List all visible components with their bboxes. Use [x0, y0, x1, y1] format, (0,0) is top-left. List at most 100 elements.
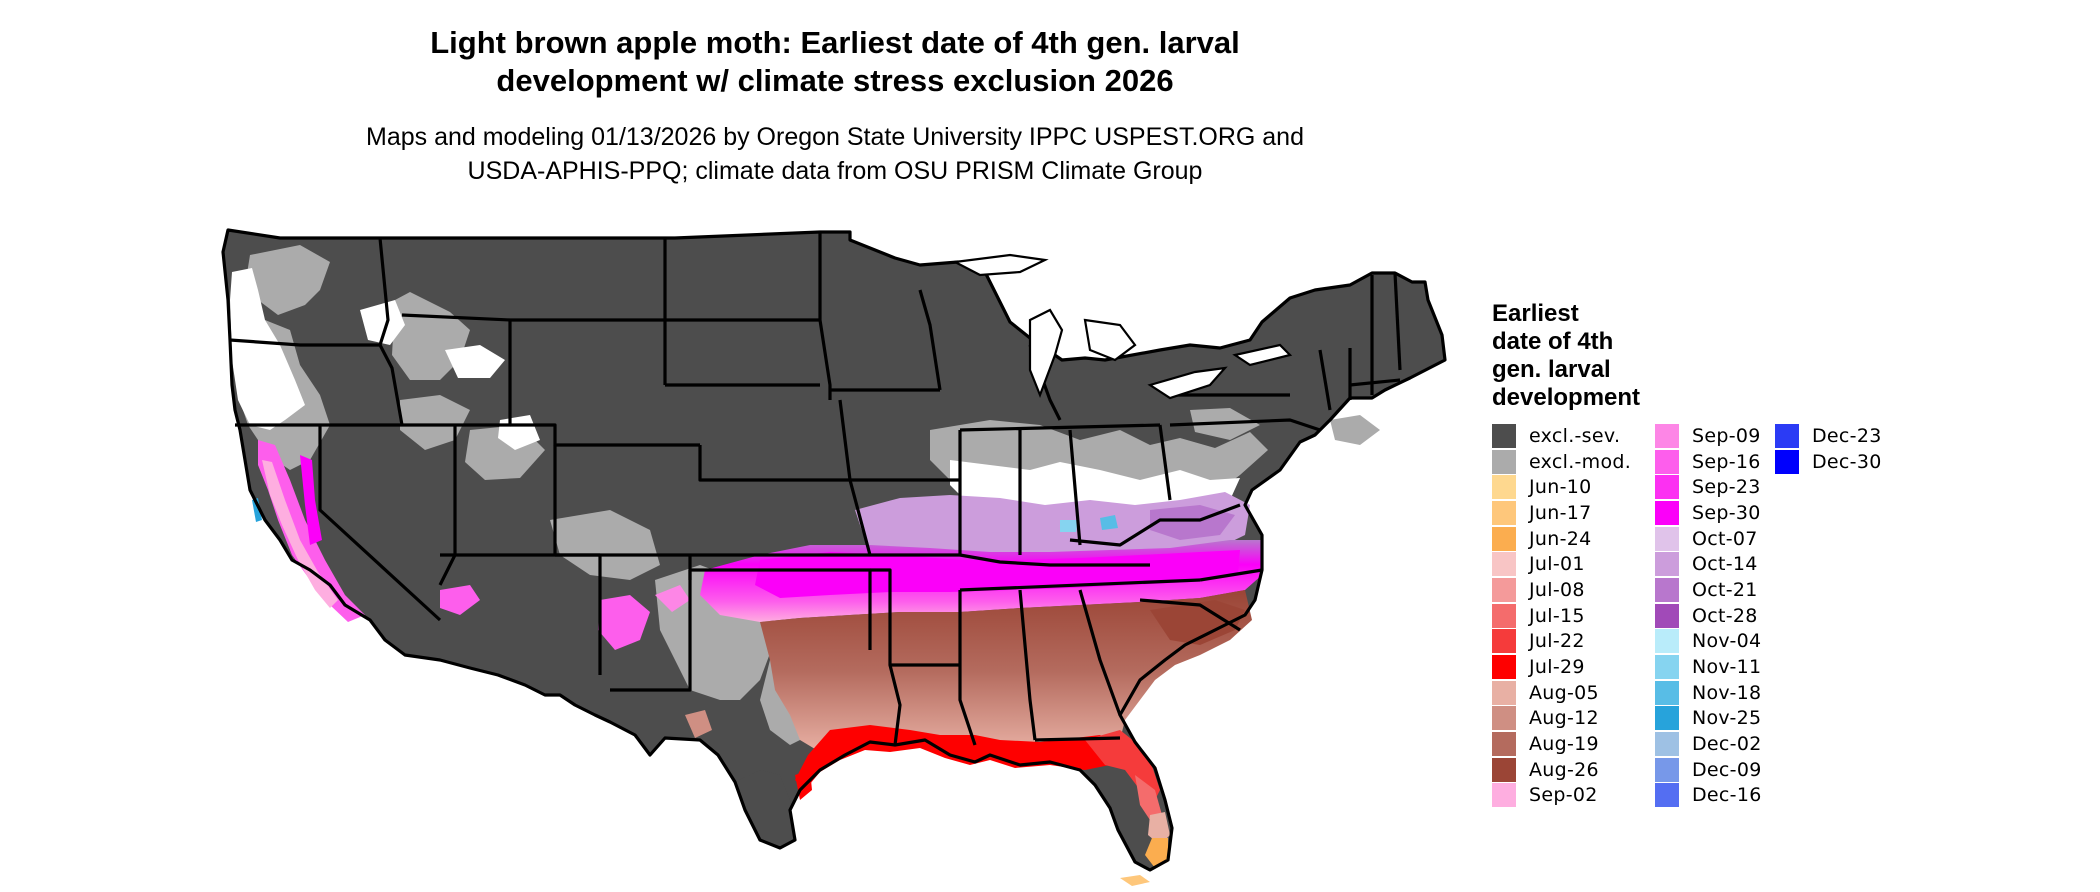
legend-label: excl.-sev.: [1529, 424, 1621, 447]
legend-item: Dec-02: [1655, 731, 1762, 757]
legend-title-line: development: [1492, 384, 1641, 411]
legend-swatch: [1492, 423, 1516, 448]
legend-label: Nov-11: [1692, 656, 1762, 679]
southwest-development-patches: [440, 585, 712, 738]
legend-item: Aug-19: [1492, 731, 1631, 757]
legend-label: Oct-07: [1692, 527, 1758, 550]
legend-label: Jul-15: [1529, 604, 1585, 627]
legend-item: Sep-16: [1655, 449, 1762, 475]
legend-item: Jun-24: [1492, 526, 1631, 552]
legend-swatch: [1775, 423, 1799, 448]
legend-item: Sep-23: [1655, 474, 1762, 500]
legend-column-2: Sep-09 Sep-16 Sep-23 Sep-30 Oct-07 Oct-14 Oct-…: [1655, 423, 1762, 808]
legend-swatch: [1492, 449, 1516, 474]
legend-swatch: [1655, 680, 1679, 705]
great-lakes: [951, 253, 1293, 400]
legend-item: Aug-12: [1492, 706, 1631, 732]
legend-item: Jun-17: [1492, 500, 1631, 526]
legend-swatch: [1492, 757, 1516, 782]
legend-item: Sep-09: [1655, 423, 1762, 449]
legend-label: Oct-28: [1692, 604, 1758, 627]
legend-label: Jun-17: [1529, 501, 1592, 524]
legend-item: Oct-21: [1655, 577, 1762, 603]
legend-item: Nov-04: [1655, 629, 1762, 655]
legend-swatch: [1492, 552, 1516, 577]
legend-label: Nov-18: [1692, 681, 1762, 704]
legend-item: excl.-sev.: [1492, 423, 1631, 449]
map-title-line-2: development w/ climate stress exclusion …: [496, 63, 1174, 98]
legend-swatch: [1655, 783, 1679, 808]
legend-column-3: Dec-23 Dec-30: [1775, 423, 1882, 474]
legend-swatch: [1655, 475, 1679, 500]
legend-label: Jun-24: [1529, 527, 1592, 550]
legend-item: excl.-mod.: [1492, 449, 1631, 475]
legend-title-line: date of 4th: [1492, 328, 1614, 355]
legend-swatch: [1492, 577, 1516, 602]
legend-title: Earliest date of 4th gen. larval develop…: [1492, 300, 1640, 412]
legend-swatch: [1775, 449, 1799, 474]
legend-item: Sep-02: [1492, 783, 1631, 809]
legend-swatch: [1655, 655, 1679, 680]
legend-title-line: gen. larval: [1492, 356, 1611, 383]
legend-swatch: [1492, 500, 1516, 525]
legend-item: Jun-10: [1492, 474, 1631, 500]
legend-swatch: [1492, 475, 1516, 500]
legend-swatch: [1655, 449, 1679, 474]
brown-development-band: [760, 590, 1252, 752]
map-subtitle: Maps and modeling 01/13/2026 by Oregon S…: [0, 120, 1670, 188]
legend-item: Jul-08: [1492, 577, 1631, 603]
legend-label: excl.-mod.: [1529, 450, 1632, 473]
legend-label: Sep-23: [1692, 476, 1761, 499]
legend-swatch: [1655, 732, 1679, 757]
legend-label: Oct-21: [1692, 578, 1758, 601]
legend-swatch: [1492, 783, 1516, 808]
legend-item: Dec-23: [1775, 423, 1882, 449]
legend-swatch: [1492, 706, 1516, 731]
legend-item: Oct-28: [1655, 603, 1762, 629]
state-borders: [221, 228, 1447, 872]
legend-swatch: [1492, 655, 1516, 680]
legend-swatch: [1655, 526, 1679, 551]
west-coast-development-band: [252, 440, 365, 622]
legend-label: Sep-16: [1692, 450, 1761, 473]
legend-item: Jul-01: [1492, 551, 1631, 577]
legend-label: Jul-29: [1529, 656, 1585, 679]
legend-label: Dec-30: [1812, 450, 1882, 473]
legend-item: Dec-16: [1655, 783, 1762, 809]
legend-item: Nov-11: [1655, 654, 1762, 680]
legend-item: Oct-07: [1655, 526, 1762, 552]
legend-label: Dec-16: [1692, 784, 1762, 807]
magenta-development-band: [700, 540, 1262, 622]
legend-label: Oct-14: [1692, 553, 1758, 576]
map-subtitle-line-1: Maps and modeling 01/13/2026 by Oregon S…: [366, 123, 1304, 151]
texas-gulf-area: [735, 770, 812, 848]
legend-label: Jun-10: [1529, 476, 1592, 499]
legend-swatch: [1492, 603, 1516, 628]
legend-item: Aug-05: [1492, 680, 1631, 706]
legend-item: Sep-30: [1655, 500, 1762, 526]
legend-label: Sep-09: [1692, 424, 1761, 447]
legend-swatch: [1492, 526, 1516, 551]
legend-label: Nov-04: [1692, 630, 1762, 653]
legend-item: Dec-30: [1775, 449, 1882, 475]
legend-item: Jul-15: [1492, 603, 1631, 629]
legend-item: Oct-14: [1655, 551, 1762, 577]
legend-item: Nov-18: [1655, 680, 1762, 706]
legend-label: Sep-30: [1692, 501, 1761, 524]
legend-label: Aug-05: [1529, 681, 1599, 704]
legend-label: Nov-25: [1692, 707, 1762, 730]
legend-label: Jul-01: [1529, 553, 1585, 576]
legend-swatch: [1492, 732, 1516, 757]
legend-label: Dec-23: [1812, 424, 1882, 447]
legend-swatch: [1655, 629, 1679, 654]
legend-swatch: [1655, 706, 1679, 731]
legend-swatch: [1655, 577, 1679, 602]
us-map: [221, 228, 1447, 886]
legend-title-line: Earliest: [1492, 300, 1579, 327]
legend-label: Jul-08: [1529, 578, 1585, 601]
map-title-line-1: Light brown apple moth: Earliest date of…: [430, 25, 1240, 60]
legend-item: Nov-25: [1655, 706, 1762, 732]
legend-item: Jul-22: [1492, 629, 1631, 655]
legend-item: Dec-09: [1655, 757, 1762, 783]
legend-swatch: [1655, 757, 1679, 782]
